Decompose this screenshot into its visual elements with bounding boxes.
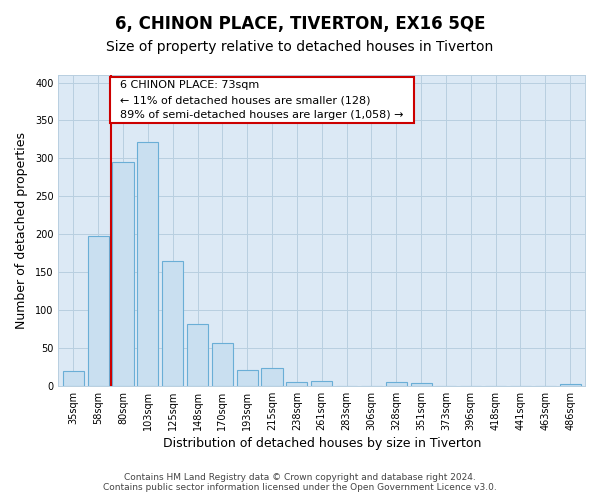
Bar	[63, 370, 84, 386]
Bar	[262, 368, 283, 386]
Bar	[560, 384, 581, 386]
Text: Size of property relative to detached houses in Tiverton: Size of property relative to detached ho…	[106, 40, 494, 54]
Text: Contains HM Land Registry data © Crown copyright and database right 2024.
Contai: Contains HM Land Registry data © Crown c…	[103, 473, 497, 492]
Bar	[236, 370, 258, 386]
Bar	[162, 260, 183, 386]
Bar	[410, 383, 431, 386]
Bar	[386, 382, 407, 386]
Bar	[137, 142, 158, 386]
Bar	[212, 342, 233, 386]
Bar	[88, 236, 109, 386]
Bar	[286, 382, 307, 386]
Text: 6 CHINON PLACE: 73sqm  
  ← 11% of detached houses are smaller (128)  
  89% of : 6 CHINON PLACE: 73sqm ← 11% of detached …	[113, 80, 410, 120]
Bar	[311, 382, 332, 386]
Bar	[187, 324, 208, 386]
Text: 6, CHINON PLACE, TIVERTON, EX16 5QE: 6, CHINON PLACE, TIVERTON, EX16 5QE	[115, 15, 485, 33]
Bar	[112, 162, 134, 386]
Y-axis label: Number of detached properties: Number of detached properties	[15, 132, 28, 329]
X-axis label: Distribution of detached houses by size in Tiverton: Distribution of detached houses by size …	[163, 437, 481, 450]
